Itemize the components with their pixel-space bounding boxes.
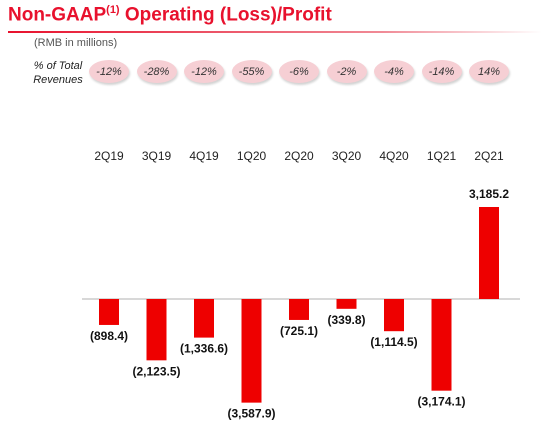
category-label: 1Q20: [237, 149, 267, 163]
value-label: (1,336.6): [180, 342, 228, 356]
value-label: (3,174.1): [417, 395, 465, 409]
pct-label-line1: % of Total: [33, 60, 83, 72]
pct-pill: -12%: [184, 60, 224, 83]
category-label: 4Q20: [379, 149, 409, 163]
pct-pill: -12%: [89, 60, 129, 83]
pct-label-line2: Revenues: [33, 74, 83, 86]
title-underline: [8, 31, 542, 33]
bar: [194, 299, 214, 338]
category-label: 4Q19: [189, 149, 219, 163]
bar: [384, 299, 404, 332]
category-label: 1Q21: [427, 149, 457, 163]
pct-pill: 14%: [469, 60, 509, 83]
title-footnote-ref: (1): [106, 4, 120, 16]
value-label: (898.4): [90, 329, 128, 343]
value-label: (339.8): [327, 313, 365, 327]
category-label: 2Q21: [474, 149, 504, 163]
pct-pill: -6%: [279, 60, 319, 83]
pct-pill: -55%: [231, 60, 272, 83]
pct-pill: -4%: [374, 60, 414, 83]
title-rest: Operating (Loss)/Profit: [119, 4, 332, 26]
value-label: (3,587.9): [227, 407, 275, 421]
bar: [479, 207, 499, 299]
chart-title: Non-GAAP(1) Operating (Loss)/Profit: [8, 4, 332, 26]
category-label: 3Q20: [332, 149, 362, 163]
bar: [99, 299, 119, 325]
value-label: (1,114.5): [370, 335, 417, 349]
pct-pill: -14%: [421, 60, 462, 83]
category-label: 3Q19: [142, 149, 172, 163]
category-label: 2Q19: [94, 149, 124, 163]
pct-pill: -2%: [326, 60, 367, 83]
units-note: (RMB in millions): [34, 37, 118, 49]
pct-pill: -28%: [136, 60, 177, 83]
title-main: Non-GAAP: [8, 4, 107, 26]
bar: [241, 299, 262, 403]
bar: [146, 299, 167, 361]
value-label: (725.1): [280, 324, 318, 338]
pct-revenue-label: % of Total Revenues: [18, 59, 98, 87]
bar: [336, 299, 357, 309]
value-label: (2,123.5): [132, 364, 180, 378]
category-label: 2Q20: [284, 149, 314, 163]
value-label: 3,185.2: [469, 187, 509, 201]
bar: [289, 299, 309, 320]
bar: [431, 299, 452, 391]
